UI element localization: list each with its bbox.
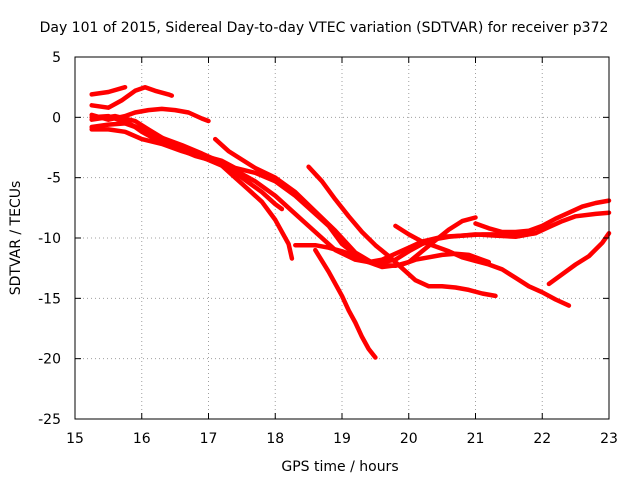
series-track-i xyxy=(293,230,538,265)
x-tick-label: 19 xyxy=(333,431,351,447)
x-tick-label: 15 xyxy=(66,431,84,447)
data-series xyxy=(89,84,612,360)
y-tick-label: 0 xyxy=(52,110,61,126)
series-track-a xyxy=(89,84,128,97)
series-track-j xyxy=(306,164,498,299)
x-tick-label: 22 xyxy=(533,431,551,447)
y-tick-label: -15 xyxy=(38,291,61,307)
x-axis-label: GPS time / hours xyxy=(281,459,398,475)
series-track-b xyxy=(89,84,175,110)
x-tick-label: 17 xyxy=(200,431,218,447)
y-tick-label: -25 xyxy=(38,412,61,428)
x-tick-label: 18 xyxy=(266,431,284,447)
x-tick-label: 21 xyxy=(467,431,485,447)
x-tick-label: 23 xyxy=(600,431,618,447)
series-track-k xyxy=(313,247,378,360)
y-axis-label: SDTVAR / TECUs xyxy=(8,181,24,296)
y-tick-label: -5 xyxy=(47,171,61,187)
x-tick-label: 16 xyxy=(133,431,151,447)
y-tick-label: -10 xyxy=(38,231,61,247)
y-tick-label: -20 xyxy=(38,352,61,368)
axis-ticks: 15 16 17 18 19 20 21 22 23 -25 -20 -15 -10 -5 0 5 xyxy=(38,50,618,447)
series-track-n xyxy=(546,230,612,287)
series-track-m xyxy=(473,198,612,235)
series-track-g xyxy=(89,113,612,266)
x-tick-label: 20 xyxy=(400,431,418,447)
y-tick-label: 5 xyxy=(52,50,61,66)
series-track-l xyxy=(393,223,572,308)
chart-title: Day 101 of 2015, Sidereal Day-to-day VTE… xyxy=(40,20,609,36)
